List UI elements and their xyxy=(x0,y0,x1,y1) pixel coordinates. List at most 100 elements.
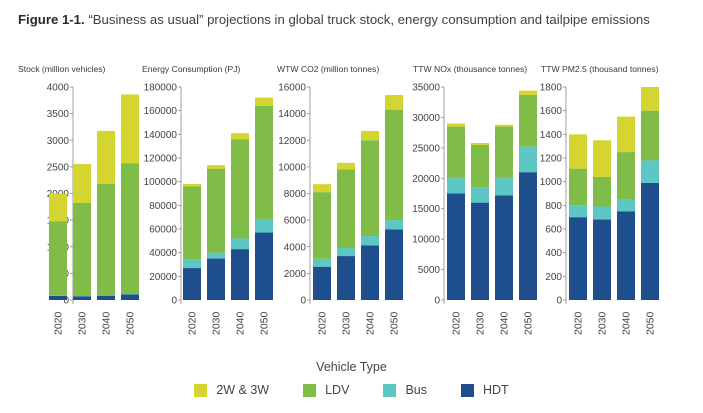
y-tick-label: 12000 xyxy=(278,136,306,147)
bar-segment xyxy=(495,178,513,196)
y-tick-label: 35000 xyxy=(412,83,440,94)
x-tick-label: 2050 xyxy=(259,311,271,335)
bar-segment xyxy=(255,97,273,106)
legend-item: Bus xyxy=(383,383,427,397)
bar-segment xyxy=(183,184,201,187)
bar-segment xyxy=(49,221,67,296)
bar-segment xyxy=(495,126,513,179)
y-tick-label: 25000 xyxy=(412,143,440,154)
y-tick-label: 0 xyxy=(63,296,69,307)
bar-segment xyxy=(569,168,587,206)
chart-title: Energy Consumption (PJ) xyxy=(142,64,241,74)
x-tick-label: 2050 xyxy=(645,311,657,335)
x-axis-title: Vehicle Type xyxy=(316,360,387,374)
legend-label: Bus xyxy=(405,383,427,397)
bar-segment xyxy=(231,249,249,300)
legend: 2W & 3W LDV Bus HDT xyxy=(0,383,703,397)
y-tick-label: 4000 xyxy=(47,83,70,94)
x-tick-label: 2040 xyxy=(499,311,511,335)
bar-segment xyxy=(73,296,91,300)
x-tick-label: 2030 xyxy=(597,311,609,335)
bar-segment xyxy=(617,199,635,212)
figure-caption-text: “Business as usual” projections in globa… xyxy=(88,12,650,27)
bar-segment xyxy=(97,295,115,300)
bar-segment xyxy=(471,144,489,188)
bar-segment xyxy=(385,94,403,110)
bar-segment xyxy=(593,140,611,177)
y-tick-label: 8000 xyxy=(284,189,307,200)
y-tick-label: 180000 xyxy=(144,83,178,94)
legend-swatch xyxy=(460,383,474,397)
legend-swatch xyxy=(303,383,317,397)
y-tick-label: 3000 xyxy=(47,136,70,147)
y-tick-label: 0 xyxy=(171,296,177,307)
y-tick-label: 3500 xyxy=(47,109,70,120)
bar-segment xyxy=(207,258,225,300)
bar-segment xyxy=(641,87,659,111)
x-tick-label: 2030 xyxy=(475,311,487,335)
y-tick-label: 20000 xyxy=(149,272,177,283)
chart-title: WTW CO2 (million tonnes) xyxy=(277,64,379,74)
y-tick-label: 4000 xyxy=(284,242,307,253)
bar-segment xyxy=(385,220,403,230)
y-tick-label: 10000 xyxy=(278,162,306,173)
y-tick-label: 5000 xyxy=(418,265,441,276)
bar-segment xyxy=(183,186,201,260)
bar-segment xyxy=(97,130,115,184)
bar-segment xyxy=(593,219,611,300)
bar-segment xyxy=(385,109,403,221)
legend-swatch xyxy=(194,383,208,397)
x-tick-label: 2020 xyxy=(573,311,585,335)
bar-segment xyxy=(641,110,659,161)
y-tick-label: 1400 xyxy=(540,130,563,141)
x-tick-label: 2020 xyxy=(451,311,463,335)
chart-title: Stock (million vehicles) xyxy=(18,64,106,74)
bar-segment xyxy=(361,236,379,246)
y-tick-label: 80000 xyxy=(149,201,177,212)
legend-item: HDT xyxy=(460,383,509,397)
y-tick-label: 15000 xyxy=(412,204,440,215)
x-tick-label: 2020 xyxy=(317,311,329,335)
y-tick-label: 1600 xyxy=(540,106,563,117)
chart-title: TTW PM2.5 (thousand tonnes) xyxy=(541,64,659,74)
bar-segment xyxy=(49,193,67,222)
bar-segment xyxy=(255,232,273,300)
bar-segment xyxy=(361,140,379,237)
figure-label: Figure 1-1. xyxy=(18,12,85,27)
bar-segment xyxy=(641,182,659,300)
bar-segment xyxy=(569,205,587,218)
bar-segment xyxy=(255,105,273,220)
legend-label: LDV xyxy=(325,383,350,397)
bar-segment xyxy=(231,139,249,239)
bar-segment xyxy=(231,238,249,250)
bar-segment xyxy=(569,134,587,169)
bar-segment xyxy=(593,176,611,207)
y-tick-label: 40000 xyxy=(149,248,177,259)
bar-segment xyxy=(519,146,537,173)
bar-segment xyxy=(519,90,537,95)
bar-segment xyxy=(447,193,465,300)
chart-panel: Energy Consumption (PJ) 0 20000 40000 60000 8… xyxy=(142,64,273,335)
bar-segment xyxy=(447,123,465,127)
x-tick-label: 2040 xyxy=(235,311,247,335)
y-tick-label: 20000 xyxy=(412,174,440,185)
bar-segment xyxy=(641,160,659,183)
bar-segment xyxy=(73,163,91,203)
y-tick-label: 0 xyxy=(300,296,306,307)
bar-segment xyxy=(495,195,513,300)
x-tick-label: 2030 xyxy=(77,311,89,335)
bar-segment xyxy=(519,94,537,147)
bar-segment xyxy=(73,202,91,297)
chart-panel: TTW NOx (thousance tonnes) 0 5000 10000 1500… xyxy=(412,64,537,335)
y-tick-label: 6000 xyxy=(284,216,307,227)
y-tick-label: 0 xyxy=(434,296,440,307)
y-tick-label: 1800 xyxy=(540,83,563,94)
charts-area: Stock (million vehicles)0500100015002000… xyxy=(18,64,659,335)
bar-segment xyxy=(207,168,225,253)
y-tick-label: 2000 xyxy=(284,269,307,280)
chart-panel: TTW PM2.5 (thousand tonnes) 0 200 400 600 800… xyxy=(540,64,659,335)
legend-item: 2W & 3W xyxy=(194,383,269,397)
bar-segment xyxy=(617,152,635,200)
x-tick-label: 2030 xyxy=(211,311,223,335)
y-tick-label: 16000 xyxy=(278,83,306,94)
